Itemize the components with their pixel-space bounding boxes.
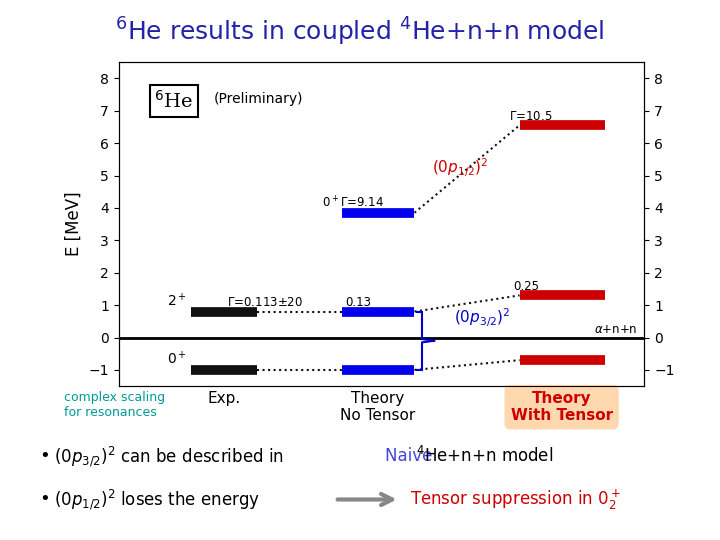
Text: $^{6}$He: $^{6}$He — [155, 90, 194, 112]
Text: complex scaling
for resonances: complex scaling for resonances — [63, 391, 165, 419]
Text: $(0p_{1/2})^2$: $(0p_{1/2})^2$ — [432, 156, 489, 179]
Text: Exp.: Exp. — [207, 391, 240, 406]
Text: •: • — [40, 447, 50, 465]
Text: $\alpha$+n+n: $\alpha$+n+n — [595, 322, 638, 335]
Text: 0.25: 0.25 — [513, 280, 539, 293]
Text: 0$^+$: 0$^+$ — [167, 350, 187, 367]
Text: $\Gamma$=0.113$\pm$20: $\Gamma$=0.113$\pm$20 — [227, 296, 302, 309]
Text: (Preliminary): (Preliminary) — [213, 92, 303, 106]
Text: $\Gamma$=10.5: $\Gamma$=10.5 — [509, 110, 552, 123]
Text: Naive: Naive — [385, 447, 438, 465]
Text: 0.13: 0.13 — [345, 296, 371, 309]
Text: Theory
With Tensor: Theory With Tensor — [510, 391, 613, 423]
Text: Tensor suppression in 0$^+_2$: Tensor suppression in 0$^+_2$ — [410, 487, 621, 512]
Text: $(0p_{3/2})^2$: $(0p_{3/2})^2$ — [454, 307, 510, 329]
Text: $^{4}$He+n+n model: $^{4}$He+n+n model — [416, 446, 554, 467]
Text: 0$^+$$\Gamma$=9.14: 0$^+$$\Gamma$=9.14 — [323, 195, 384, 210]
Text: $^{6}$He results in coupled $^{4}$He+n+n model: $^{6}$He results in coupled $^{4}$He+n+n… — [115, 16, 605, 49]
Text: Theory
No Tensor: Theory No Tensor — [340, 391, 415, 423]
Text: $(0p_{3/2})^2$ can be described in: $(0p_{3/2})^2$ can be described in — [54, 444, 285, 469]
Text: 2$^+$: 2$^+$ — [167, 292, 187, 309]
Text: •: • — [40, 490, 50, 509]
Y-axis label: E [MeV]: E [MeV] — [65, 192, 83, 256]
Text: $(0p_{1/2})^2$ loses the energy: $(0p_{1/2})^2$ loses the energy — [54, 487, 260, 512]
